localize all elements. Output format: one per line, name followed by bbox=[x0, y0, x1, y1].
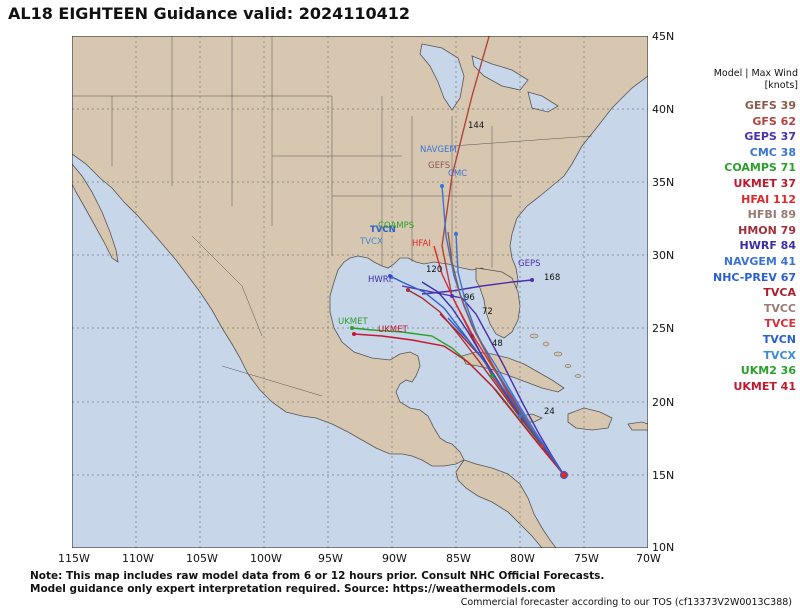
legend-entry: HFAI 112 bbox=[741, 192, 796, 206]
model-legend: GEFS 39 GFS 62 GEPS 37 CMC 38 COAMPS 71 … bbox=[660, 98, 796, 394]
track-geps-east bbox=[421, 279, 533, 295]
label-hfai: HFAI bbox=[412, 239, 431, 249]
lat-label: 20N bbox=[652, 396, 675, 409]
hispaniola bbox=[567, 407, 613, 431]
lon-label: 100W bbox=[250, 552, 282, 565]
lat-label: 35N bbox=[652, 176, 675, 189]
label-hwrf: HWRF bbox=[368, 275, 394, 285]
legend-header-title: Model | Max Wind bbox=[713, 68, 798, 79]
lead-72: 72 bbox=[482, 307, 493, 317]
legend-entry: GFS 62 bbox=[752, 114, 796, 128]
lon-label: 75W bbox=[574, 552, 599, 565]
legend-entry: NHC-PREV 67 bbox=[713, 270, 796, 284]
label-ukm2: UKMET bbox=[338, 317, 368, 327]
legend-entry: NAVGEM 41 bbox=[723, 254, 796, 268]
lon-label: 80W bbox=[510, 552, 535, 565]
commercial-credit: Commercial forecaster according to our T… bbox=[460, 597, 792, 608]
track-points bbox=[350, 184, 568, 479]
map-title: AL18 EIGHTEEN Guidance valid: 2024110412 bbox=[8, 4, 411, 23]
cuba bbox=[461, 351, 565, 393]
label-navgem: NAVGEM bbox=[420, 145, 457, 155]
lead-96: 96 bbox=[464, 293, 475, 303]
legend-entry: TVCN bbox=[762, 332, 796, 346]
legend-entry: TVCE bbox=[764, 317, 796, 331]
track-nhc-prev bbox=[389, 275, 565, 476]
note-line-1: Note: This map includes raw model data f… bbox=[30, 570, 605, 582]
note-line-2: Model guidance only expert interpretatio… bbox=[30, 583, 556, 595]
legend-header: Model | Max Wind [knots] bbox=[700, 68, 798, 92]
central-america bbox=[455, 459, 557, 548]
lead-120: 120 bbox=[426, 265, 442, 275]
legend-entry: TVCC bbox=[763, 301, 796, 315]
lat-label: 40N bbox=[652, 103, 675, 116]
baja-california bbox=[72, 163, 119, 263]
lon-label: 85W bbox=[446, 552, 471, 565]
lat-label: 25N bbox=[652, 322, 675, 335]
legend-entry: GEPS 37 bbox=[744, 130, 796, 144]
lead-144: 144 bbox=[468, 121, 484, 131]
lon-label: 110W bbox=[122, 552, 154, 565]
label-tvcx: TVCX bbox=[359, 237, 383, 247]
lat-label: 15N bbox=[652, 469, 675, 482]
lon-label: 105W bbox=[186, 552, 218, 565]
puerto-rico bbox=[627, 421, 648, 431]
lead-24: 24 bbox=[544, 407, 555, 417]
legend-header-units: [knots] bbox=[764, 80, 798, 91]
label-tvcn: TVCN bbox=[370, 225, 396, 235]
legend-entry: HFBI 89 bbox=[747, 208, 796, 222]
track-hmon bbox=[407, 289, 565, 476]
map-canvas: NAVGEM CMC GEFS TVCN TVCX COAMPS HFAI HW… bbox=[72, 36, 648, 548]
label-coamps: COAMPS bbox=[378, 221, 414, 231]
track-navgem bbox=[441, 185, 565, 476]
lead-168: 168 bbox=[544, 273, 560, 283]
lon-label: 90W bbox=[382, 552, 407, 565]
legend-entry: UKM2 36 bbox=[740, 364, 796, 378]
label-cmc: CMC bbox=[448, 169, 467, 179]
legend-entry: GEFS 39 bbox=[744, 99, 796, 112]
legend-entry: COAMPS 71 bbox=[724, 161, 796, 175]
legend-entry: HWRF 84 bbox=[739, 239, 796, 253]
legend-entry: TVCX bbox=[763, 348, 796, 362]
legend-entry: UKMET 41 bbox=[733, 379, 796, 393]
north-america-land bbox=[72, 36, 648, 467]
lead-48: 48 bbox=[492, 339, 503, 349]
lat-label: 45N bbox=[652, 30, 675, 43]
legend-entry: UKMET 37 bbox=[733, 176, 796, 190]
lat-label: 10N bbox=[652, 541, 675, 554]
track-ukmet bbox=[353, 333, 565, 476]
legend-entry: CMC 38 bbox=[749, 145, 796, 159]
political-borders bbox=[72, 36, 593, 397]
lon-label: 115W bbox=[58, 552, 90, 565]
lon-label: 95W bbox=[318, 552, 343, 565]
track-geps bbox=[401, 285, 565, 476]
legend-entry: HMON 79 bbox=[738, 223, 796, 237]
label-gefs: GEFS bbox=[428, 161, 450, 171]
graticule bbox=[72, 36, 648, 548]
lon-label: 70W bbox=[636, 552, 661, 565]
label-ukmet: UKMET bbox=[378, 325, 408, 335]
bahamas-islands bbox=[529, 333, 582, 378]
lat-label: 30N bbox=[652, 249, 675, 262]
legend-entry: TVCA bbox=[763, 286, 796, 300]
label-geps: GEPS bbox=[518, 259, 540, 269]
disclaimer-note: Note: This map includes raw model data f… bbox=[30, 570, 604, 596]
